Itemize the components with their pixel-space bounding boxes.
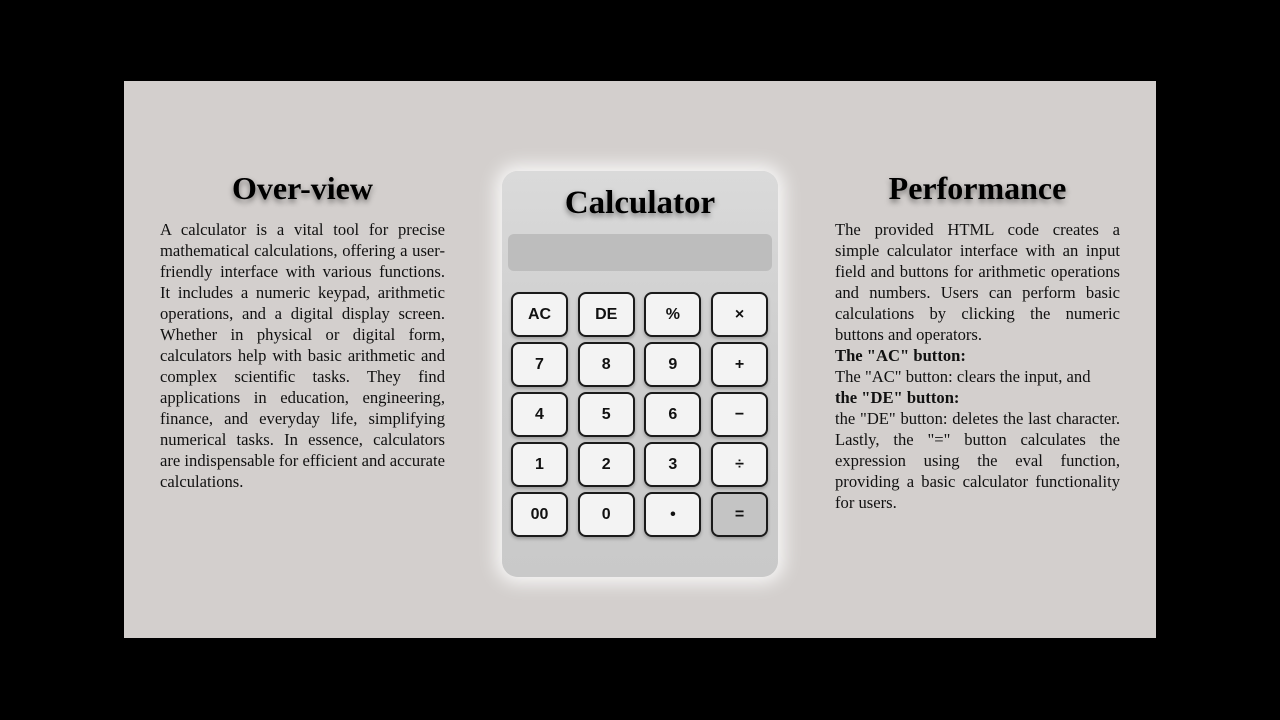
performance-intro: The provided HTML code creates a simple … (835, 220, 1120, 344)
double-zero-button[interactable]: 00 (511, 492, 568, 537)
plus-button[interactable]: + (711, 342, 769, 387)
de-button-description: the "DE" button: deletes the last charac… (835, 409, 1120, 512)
ac-button[interactable]: AC (511, 292, 568, 337)
ac-button-description: The "AC" button: clears the input, and (835, 367, 1091, 386)
overview-heading: Over-view (232, 170, 373, 206)
digit-6-button[interactable]: 6 (644, 392, 702, 437)
percent-button[interactable]: % (644, 292, 702, 337)
divide-button[interactable]: ÷ (711, 442, 769, 487)
multiply-button[interactable]: × (711, 292, 769, 337)
digit-5-button[interactable]: 5 (577, 392, 635, 437)
de-button-heading: the "DE" button: (835, 388, 960, 407)
equals-button[interactable]: = (711, 492, 769, 537)
performance-heading: Performance (888, 170, 1067, 206)
digit-0-button[interactable]: 0 (577, 492, 635, 537)
digit-3-button[interactable]: 3 (644, 442, 702, 487)
digit-1-button[interactable]: 1 (511, 442, 568, 487)
digit-8-button[interactable]: 8 (577, 342, 635, 387)
calculator-title: Calculator (564, 185, 716, 221)
calculator: Calculator AC DE % × 7 8 9 + 4 5 6 − 1 2… (502, 171, 778, 577)
calculator-keypad: AC DE % × 7 8 9 + 4 5 6 − 1 2 3 ÷ 00 0 •… (511, 292, 769, 537)
page-panel: Over-view A calculator is a vital tool f… (124, 81, 1156, 638)
overview-section: Over-view A calculator is a vital tool f… (160, 169, 445, 492)
decimal-point-button[interactable]: • (644, 492, 702, 537)
minus-button[interactable]: − (711, 392, 769, 437)
digit-9-button[interactable]: 9 (644, 342, 702, 387)
de-button[interactable]: DE (577, 292, 635, 337)
digit-4-button[interactable]: 4 (511, 392, 568, 437)
ac-button-heading: The "AC" button: (835, 346, 966, 365)
digit-7-button[interactable]: 7 (511, 342, 568, 387)
performance-section: Performance The provided HTML code creat… (835, 169, 1120, 513)
calculator-display-input[interactable] (508, 234, 772, 271)
digit-2-button[interactable]: 2 (577, 442, 635, 487)
overview-text: A calculator is a vital tool for precise… (160, 220, 445, 491)
